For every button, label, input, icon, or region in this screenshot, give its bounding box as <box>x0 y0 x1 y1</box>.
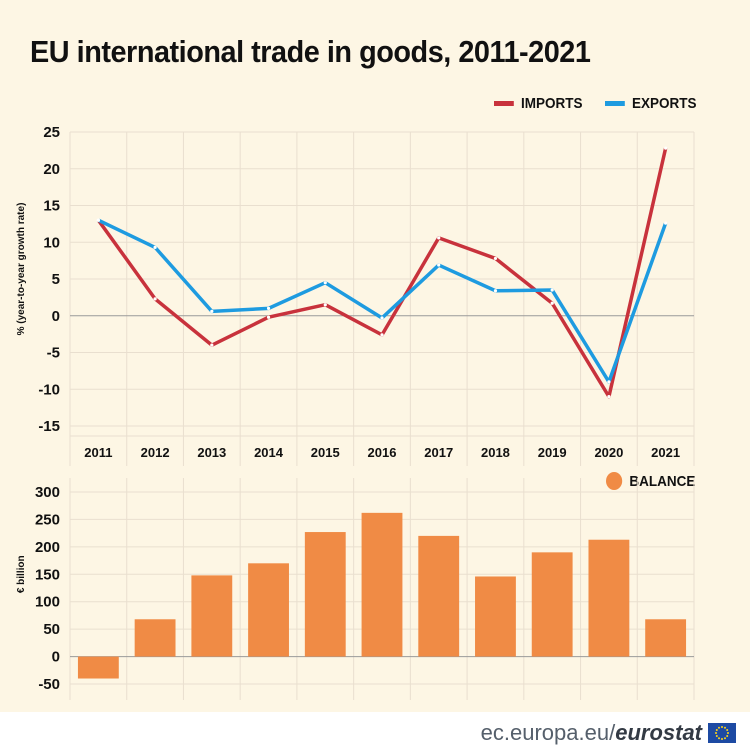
line-chart-ytick: 15 <box>43 198 60 215</box>
exports-point-2019 <box>550 288 554 292</box>
balance-bar-2015 <box>304 532 346 657</box>
line-chart-ytick: -15 <box>38 418 60 435</box>
imports-point-2012 <box>153 297 157 301</box>
line-chart-xtick: 2018 <box>481 445 510 460</box>
line-chart-ytick: 20 <box>43 161 60 178</box>
imports-point-2017 <box>437 236 441 240</box>
balance-bar-2020 <box>588 539 630 657</box>
line-chart-xtick: 2013 <box>197 445 226 460</box>
bar-chart-ytick: 200 <box>35 539 60 556</box>
balance-bar-2017 <box>418 535 460 657</box>
imports-point-2013 <box>210 343 214 347</box>
balance-bar-2012 <box>134 619 176 657</box>
balance-bar-2019 <box>531 552 573 657</box>
bar-chart-ytick: 250 <box>35 511 60 528</box>
line-chart-ytick: 10 <box>43 234 60 251</box>
line-chart-ylabel: % (year-to-year growth rate) <box>16 203 27 336</box>
balance-bar-2011 <box>77 656 119 679</box>
legend-imports-swatch <box>494 101 514 106</box>
legend-imports: IMPORTS <box>494 95 583 112</box>
bar-chart-ytick: 300 <box>35 484 60 501</box>
legend-exports: EXPORTS <box>605 95 697 112</box>
imports-point-2015 <box>323 303 327 307</box>
exports-point-2017 <box>437 263 441 267</box>
imports-point-2021 <box>664 146 668 150</box>
exports-point-2015 <box>323 281 327 285</box>
balance-bar-2018 <box>475 576 516 657</box>
line-chart-ytick: -5 <box>47 345 60 362</box>
exports-point-2013 <box>210 309 214 313</box>
footer-brand: eurostat <box>615 720 702 745</box>
exports-point-2011 <box>96 218 100 222</box>
legend-balance-dot <box>606 472 623 490</box>
line-chart-xtick: 2014 <box>254 445 284 460</box>
imports-point-2016 <box>380 333 384 337</box>
legend-balance: BALANCE <box>606 472 695 490</box>
imports-point-2014 <box>266 315 271 319</box>
exports-point-2012 <box>153 245 157 249</box>
exports-point-2014 <box>266 306 271 310</box>
balance-bar-2013 <box>191 575 233 657</box>
legend-exports-swatch <box>605 101 625 106</box>
bar-chart-ytick: 100 <box>35 594 60 611</box>
line-chart-xtick: 2016 <box>368 445 397 460</box>
bar-chart-ytick: 50 <box>43 621 60 638</box>
exports-point-2020 <box>607 380 611 384</box>
chart-title: EU international trade in goods, 2011-20… <box>30 34 591 69</box>
balance-bar-2016 <box>361 512 403 657</box>
line-chart-xtick: 2012 <box>141 445 170 460</box>
bar-chart-ylabel: € billion <box>16 555 27 593</box>
imports-point-2019 <box>550 301 554 305</box>
line-chart-xtick: 2021 <box>651 445 680 460</box>
footer-url: ec.europa.eu/ <box>480 720 616 745</box>
line-chart-xtick: 2020 <box>594 445 623 460</box>
balance-bar-2014 <box>248 563 289 657</box>
exports-point-2021 <box>664 221 668 225</box>
balance-bar-2021 <box>645 619 687 657</box>
exports-point-2018 <box>493 289 498 293</box>
legend-exports-label: EXPORTS <box>632 95 697 112</box>
legend-balance-label: BALANCE <box>629 472 696 490</box>
bar-chart-ytick: -50 <box>38 676 60 693</box>
footer: ec.europa.eu/ eurostat <box>481 720 736 746</box>
legend-imports-label: IMPORTS <box>521 95 583 112</box>
bar-chart-ytick: 0 <box>52 649 60 666</box>
line-chart-xtick: 2015 <box>311 445 340 460</box>
imports-point-2020 <box>607 395 611 399</box>
eu-flag-icon <box>708 723 736 743</box>
line-chart-xtick: 2017 <box>424 445 453 460</box>
imports-point-2018 <box>493 256 498 261</box>
line-chart-ytick: 5 <box>52 271 60 288</box>
line-chart-ytick: 25 <box>43 124 60 141</box>
line-chart-xtick: 2011 <box>84 445 112 460</box>
bar-chart-ytick: 150 <box>35 566 60 583</box>
line-chart-ytick: 0 <box>52 308 60 325</box>
line-chart-xtick: 2019 <box>538 445 567 460</box>
exports-point-2016 <box>380 316 384 320</box>
line-chart-ytick: -10 <box>38 381 60 398</box>
